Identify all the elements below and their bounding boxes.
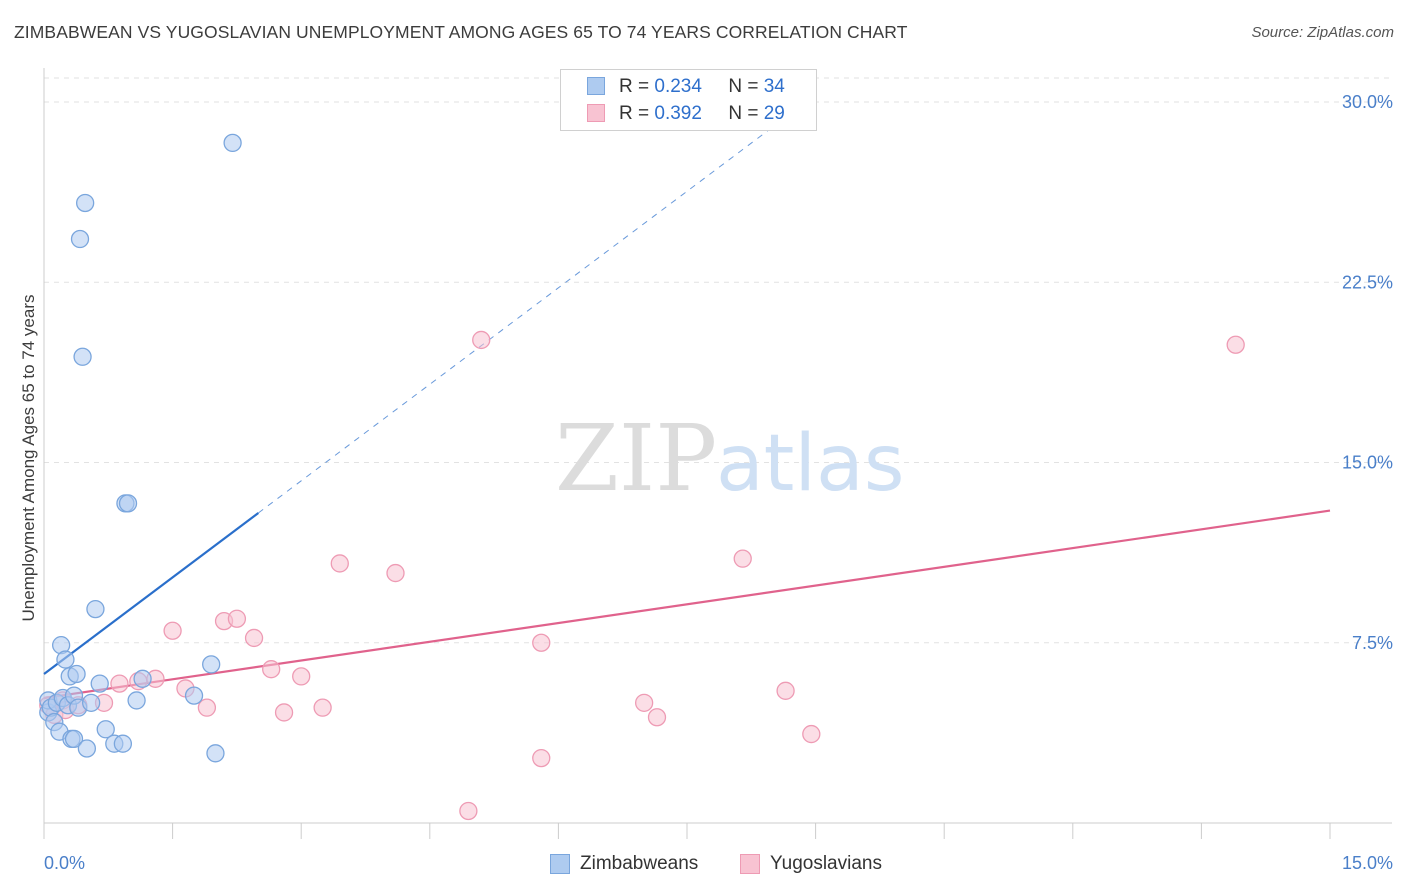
point-zimbabweans xyxy=(113,734,133,753)
y-tick-label: 30.0% xyxy=(1342,92,1393,112)
x-tick-label-min: 0.0% xyxy=(44,853,85,873)
point-zimbabweans xyxy=(56,650,75,669)
point-yugoslavians xyxy=(776,681,795,700)
watermark-atlas: atlas xyxy=(716,419,905,509)
y-tick-label: 15.0% xyxy=(1342,453,1393,473)
point-yugoslavians xyxy=(802,724,821,744)
point-zimbabweans xyxy=(202,655,221,674)
trendline-zimbabweans-extension xyxy=(258,94,816,514)
legend: R = 0.234 N = 34 R = 0.392 N = 29 xyxy=(560,69,817,131)
legend-swatch-yugoslavians xyxy=(587,104,605,122)
legend-swatch-zimbabweans xyxy=(587,77,605,95)
point-zimbabweans xyxy=(90,674,109,693)
point-zimbabweans xyxy=(184,686,204,705)
point-yugoslavians xyxy=(532,633,551,652)
point-zimbabweans xyxy=(127,691,146,710)
point-yugoslavians xyxy=(227,609,247,628)
point-yugoslavians xyxy=(163,621,182,640)
legend-stats-yugoslavians: R = 0.392 N = 29 xyxy=(619,103,785,124)
point-yugoslavians xyxy=(634,693,654,712)
source-credit: Source: ZipAtlas.com xyxy=(1251,24,1394,41)
chart-title: ZIMBABWEAN VS YUGOSLAVIAN UNEMPLOYMENT A… xyxy=(14,22,908,42)
point-yugoslavians xyxy=(532,748,551,768)
data-points xyxy=(39,133,1245,821)
legend-stats-zimbabweans: R = 0.234 N = 34 xyxy=(619,76,785,97)
point-yugoslavians xyxy=(274,703,294,722)
point-zimbabweans xyxy=(76,193,95,213)
y-tick-label: 22.5% xyxy=(1342,272,1393,292)
trendline-zimbabweans xyxy=(43,512,259,675)
point-yugoslavians xyxy=(197,698,217,717)
bottom-legend-label-yugoslavians: Yugoslavians xyxy=(770,853,882,874)
bottom-legend-yugoslavians: Yugoslavians xyxy=(740,852,882,876)
point-zimbabweans xyxy=(118,494,138,513)
point-yugoslavians xyxy=(110,674,129,693)
point-zimbabweans xyxy=(73,347,92,366)
point-yugoslavians xyxy=(262,660,281,679)
watermark-zip: ZIP xyxy=(555,405,717,512)
x-tick-label-max: 15.0% xyxy=(1342,853,1393,873)
bottom-legend-swatch-yugoslavians xyxy=(740,854,760,874)
point-yugoslavians xyxy=(244,628,264,648)
bottom-legend-swatch-zimbabweans xyxy=(550,854,570,874)
point-yugoslavians xyxy=(647,708,667,727)
point-zimbabweans xyxy=(67,664,86,684)
y-tick-label: 7.5% xyxy=(1352,633,1393,653)
point-zimbabweans xyxy=(77,739,97,758)
point-zimbabweans xyxy=(70,229,90,249)
point-zimbabweans xyxy=(86,599,105,619)
bottom-legend-label-zimbabweans: Zimbabweans xyxy=(580,853,699,874)
point-yugoslavians xyxy=(330,554,349,573)
point-yugoslavians xyxy=(733,549,752,568)
point-zimbabweans xyxy=(206,744,225,763)
bottom-legend-zimbabweans: Zimbabweans xyxy=(550,852,698,876)
point-zimbabweans xyxy=(96,720,115,739)
point-zimbabweans xyxy=(223,133,242,153)
tick-labels: 7.5% 15.0% 22.5% 30.0% 0.0% 15.0% xyxy=(44,92,1393,873)
trendline-yugoslavians xyxy=(43,509,1331,700)
point-yugoslavians xyxy=(1226,335,1245,354)
trendlines xyxy=(43,94,1331,700)
point-yugoslavians xyxy=(313,698,332,717)
watermark: ZIP atlas xyxy=(555,405,905,512)
point-zimbabweans xyxy=(82,693,101,712)
point-yugoslavians xyxy=(292,667,311,686)
point-yugoslavians xyxy=(386,563,405,583)
point-zimbabweans xyxy=(64,729,84,749)
point-yugoslavians xyxy=(459,801,478,821)
point-yugoslavians xyxy=(472,330,491,350)
grid-lines xyxy=(44,77,1392,644)
point-zimbabweans xyxy=(133,669,152,688)
